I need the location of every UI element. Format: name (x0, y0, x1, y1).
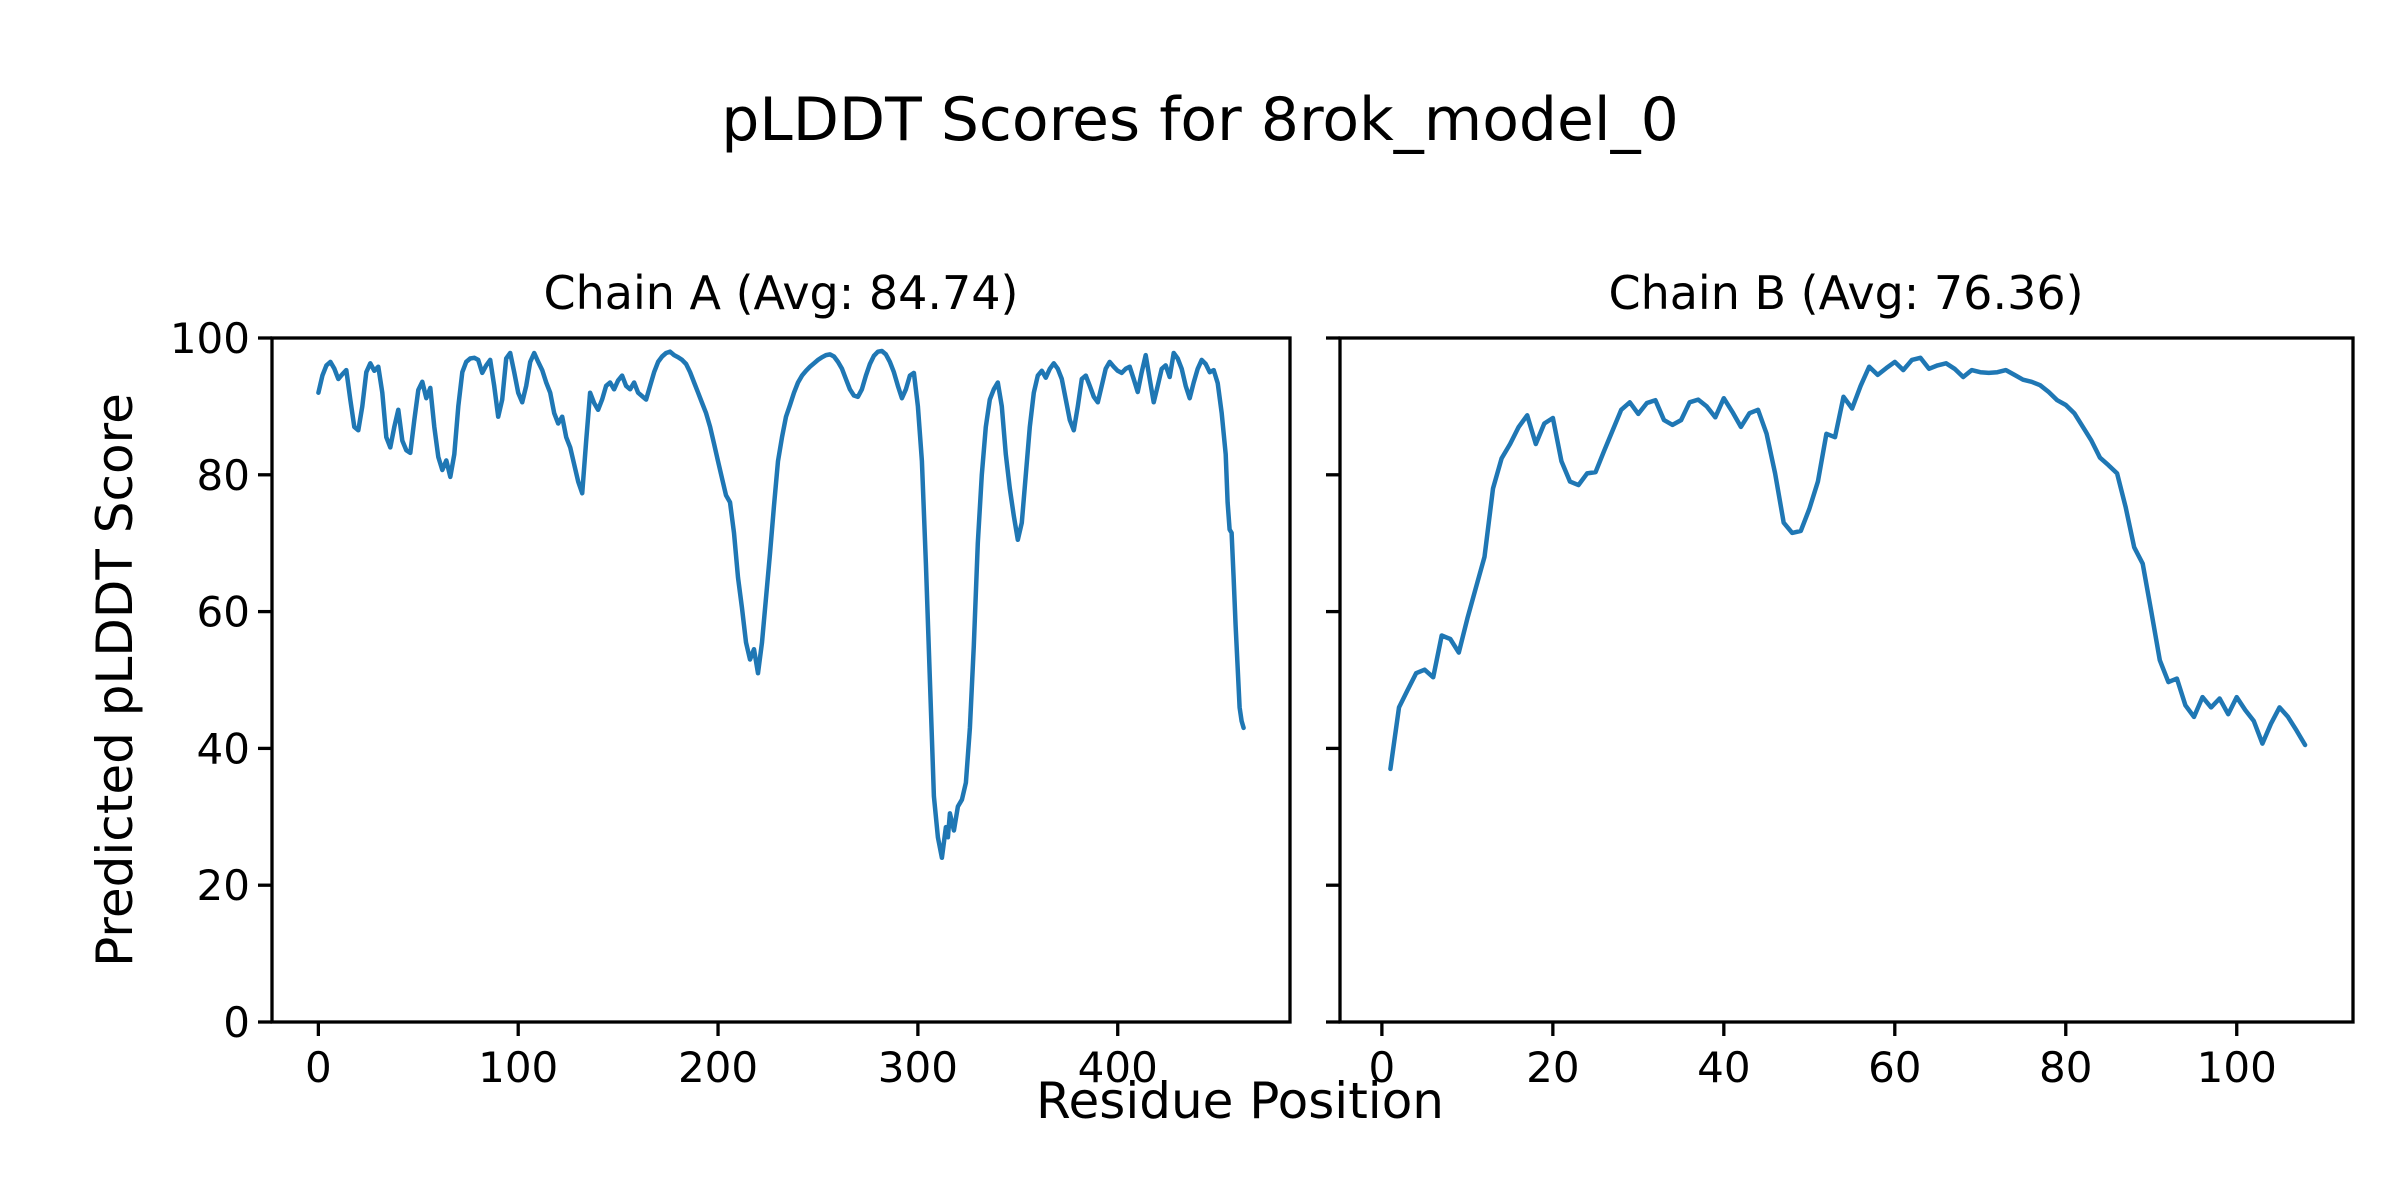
x-tick-label: 0 (1369, 1043, 1396, 1092)
x-tick-label: 20 (1526, 1043, 1579, 1092)
x-axis-label: Residue Position (1036, 1072, 1444, 1130)
y-tick-label: 20 (197, 861, 250, 910)
y-tick-label: 40 (197, 724, 250, 773)
figure-title: pLDDT Scores for 8rok_model_0 (721, 85, 1679, 155)
x-tick-label: 60 (1868, 1043, 1921, 1092)
chain-b-plddt-line (1388, 355, 2308, 772)
axes-frame (270, 336, 1292, 1024)
y-tick-label: 0 (223, 998, 250, 1047)
subplot-chain-b: 0 20 40 60 80 100 (1326, 336, 2355, 1092)
x-tick-label: 100 (478, 1043, 558, 1092)
x-tick-label: 200 (678, 1043, 758, 1092)
x-tick-label: 400 (1078, 1043, 1158, 1092)
x-tick-label: 0 (305, 1043, 332, 1092)
y-tick-label: 100 (170, 314, 250, 363)
x-tick-label: 100 (2197, 1043, 2277, 1092)
x-tick-label: 300 (878, 1043, 958, 1092)
x-tick-label: 80 (2039, 1043, 2092, 1092)
chain-a-title: Chain A (Avg: 84.74) (543, 266, 1019, 320)
y-tick-label: 80 (197, 451, 250, 500)
x-tick-label: 40 (1697, 1043, 1750, 1092)
chain-a-plddt-line (316, 348, 1246, 861)
y-tick-label: 60 (197, 588, 250, 637)
subplot-chain-a: 0 100 200 300 400 0 20 40 60 80 100 (170, 314, 1292, 1092)
chain-b-title: Chain B (Avg: 76.36) (1608, 266, 2084, 320)
axes-frame (1338, 336, 2355, 1024)
